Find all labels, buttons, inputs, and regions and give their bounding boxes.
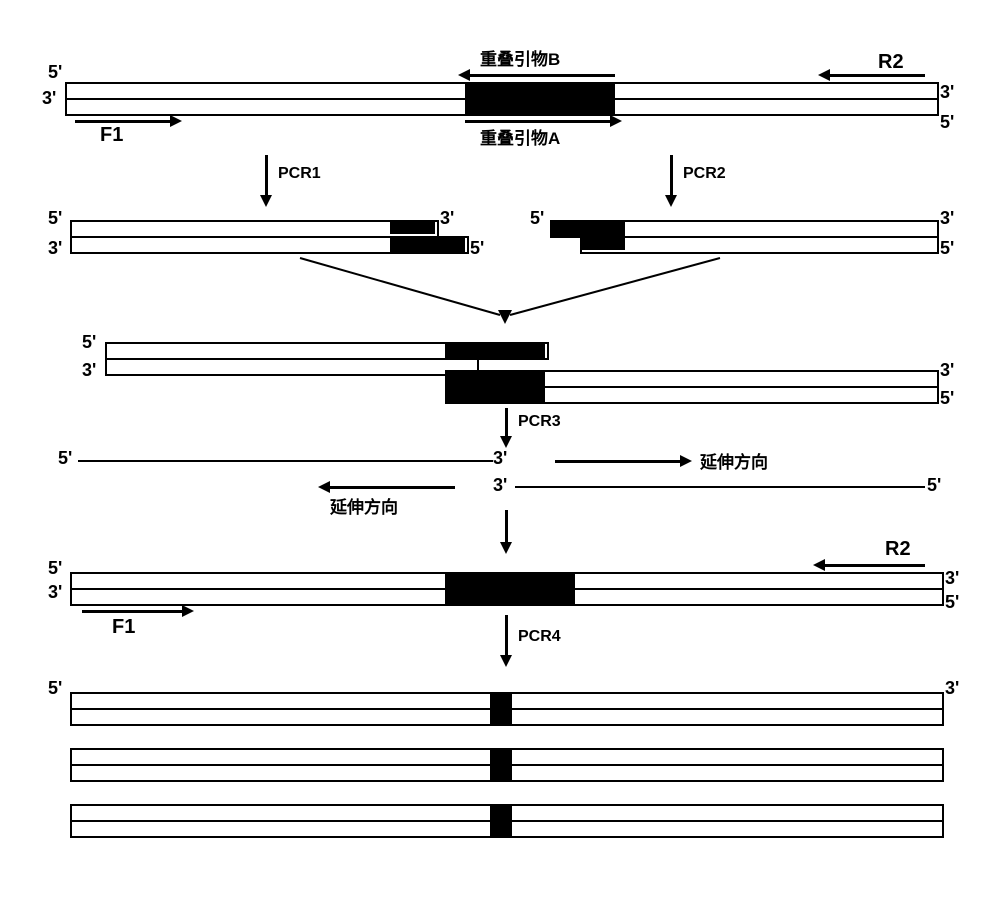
overlap-primer-b-label: 重叠引物B xyxy=(480,45,560,70)
stage4-down-arrow xyxy=(505,510,508,542)
extend-left-line xyxy=(78,460,493,462)
f1-arrowhead xyxy=(170,115,182,127)
primer-b-arrow xyxy=(470,74,615,77)
right-frag-bottom xyxy=(580,236,939,254)
pcr4-down-arrow xyxy=(505,615,508,655)
r2-arrow xyxy=(830,74,925,77)
end-5prime: 5' xyxy=(470,238,484,259)
primer-a-arrow xyxy=(465,120,610,123)
anneal-overlap-mid xyxy=(445,370,545,402)
r2-arrow-2 xyxy=(825,564,925,567)
pcr3-down-arrow xyxy=(505,408,508,436)
extend-dir-label-l: 延伸方向 xyxy=(330,493,398,518)
extend-dir-label-r: 延伸方向 xyxy=(700,448,768,473)
pcr-overlap-diagram: 5' 3' 3' 5' 重叠引物B R2 F1 重叠引物A PCR1 PCR2 … xyxy=(20,20,984,896)
end-3prime: 3' xyxy=(82,360,96,381)
pcr1-label: PCR1 xyxy=(278,165,321,183)
extend-left-arrowhead xyxy=(318,481,330,493)
end-3prime: 3' xyxy=(493,475,507,496)
anneal-overlap-top xyxy=(445,342,545,358)
end-5prime: 5' xyxy=(48,678,62,699)
end-5prime: 5' xyxy=(940,238,954,259)
right-frag-overlap-bot xyxy=(580,236,625,250)
extend-right-arrowhead xyxy=(680,455,692,467)
right-frag-overlap-top xyxy=(550,220,625,236)
end-5prime: 5' xyxy=(530,208,544,229)
end-3prime: 3' xyxy=(940,360,954,381)
end-3prime: 3' xyxy=(945,678,959,699)
end-3prime: 3' xyxy=(940,82,954,103)
stage4-arrowhead xyxy=(500,542,512,554)
pcr2-down-arrow xyxy=(670,155,673,195)
extend-left-arrow xyxy=(330,486,455,489)
pcr3-label: PCR3 xyxy=(518,413,561,431)
end-3prime: 3' xyxy=(42,88,56,109)
end-5prime: 5' xyxy=(58,448,72,469)
end-5prime: 5' xyxy=(48,62,62,83)
final-2-mark xyxy=(490,748,512,780)
f1-arrow xyxy=(75,120,170,123)
end-5prime: 5' xyxy=(48,558,62,579)
end-3prime: 3' xyxy=(940,208,954,229)
end-5prime: 5' xyxy=(82,332,96,353)
primer-b-arrowhead xyxy=(458,69,470,81)
overlap-region xyxy=(465,82,615,114)
primer-f1-label: F1 xyxy=(100,124,123,147)
overlap-primer-a-label: 重叠引物A xyxy=(480,124,560,149)
final-3-mark xyxy=(490,804,512,836)
primer-r2-label: R2 xyxy=(878,51,904,74)
extend-right-line xyxy=(515,486,925,488)
primer-r2-label-2: R2 xyxy=(885,538,911,561)
end-5prime: 5' xyxy=(48,208,62,229)
end-3prime: 3' xyxy=(945,568,959,589)
end-3prime: 3' xyxy=(493,448,507,469)
r2-arrowhead-2 xyxy=(813,559,825,571)
product-overlap xyxy=(445,572,575,604)
f1-arrow-2 xyxy=(82,610,182,613)
end-5prime: 5' xyxy=(945,592,959,613)
end-3prime: 3' xyxy=(440,208,454,229)
end-3prime: 3' xyxy=(48,582,62,603)
final-1-mark xyxy=(490,692,512,724)
extend-right-arrow xyxy=(555,460,680,463)
pcr4-arrowhead xyxy=(500,655,512,667)
left-frag-overlap-top xyxy=(390,220,435,234)
pcr1-arrowhead xyxy=(260,195,272,207)
pcr2-label: PCR2 xyxy=(683,165,726,183)
end-5prime: 5' xyxy=(940,112,954,133)
end-3prime: 3' xyxy=(48,238,62,259)
primer-a-arrowhead xyxy=(610,115,622,127)
pcr2-arrowhead xyxy=(665,195,677,207)
pcr1-down-arrow xyxy=(265,155,268,195)
pcr3-arrowhead xyxy=(500,436,512,448)
end-5prime: 5' xyxy=(927,475,941,496)
primer-f1-label-2: F1 xyxy=(112,616,135,639)
r2-arrowhead xyxy=(818,69,830,81)
end-5prime: 5' xyxy=(940,388,954,409)
pcr4-label: PCR4 xyxy=(518,628,561,646)
f1-arrowhead-2 xyxy=(182,605,194,617)
left-frag-overlap-bot xyxy=(390,236,465,252)
anneal-left-bot xyxy=(105,358,479,376)
